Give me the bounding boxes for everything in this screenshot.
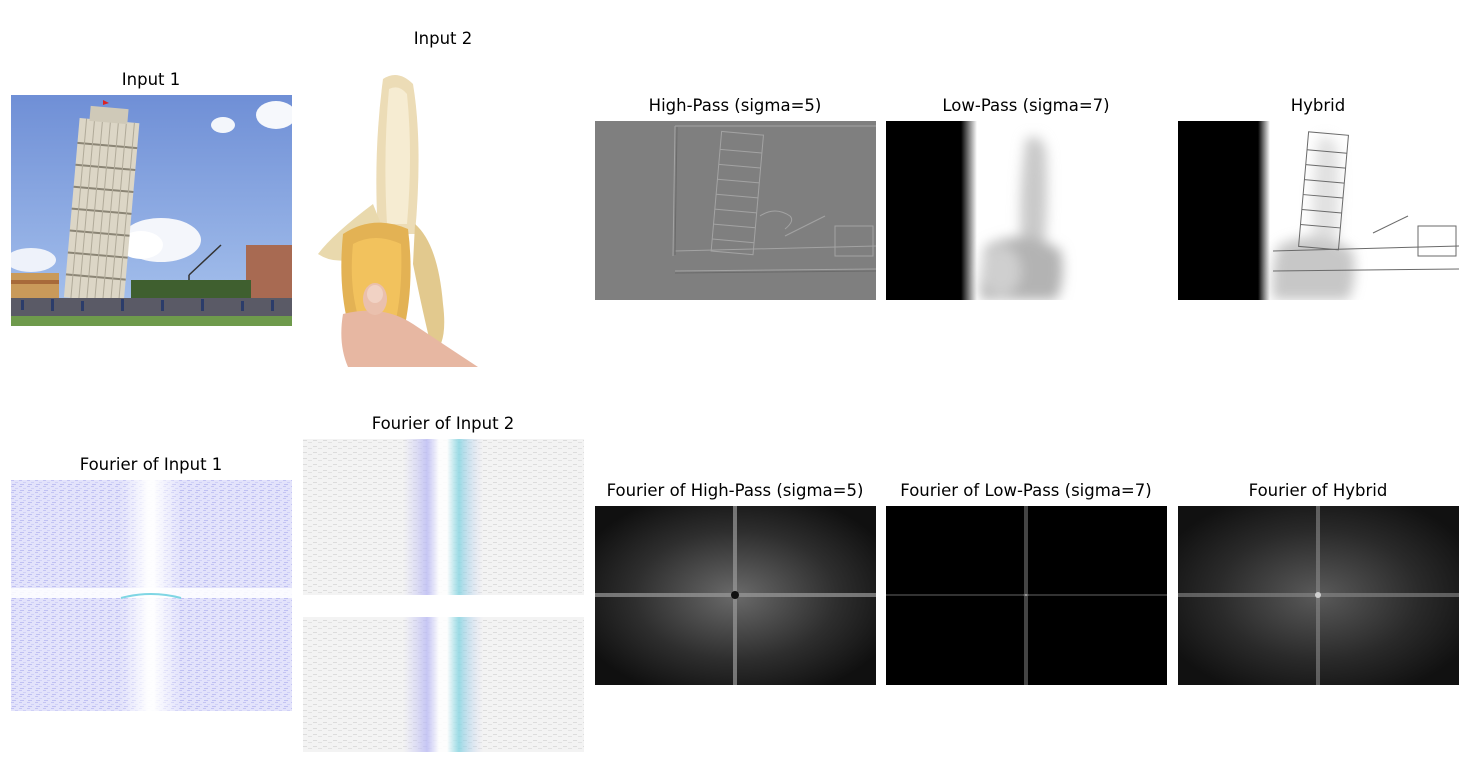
fourier-highpass-image (595, 506, 876, 685)
lowpass-title: Low-Pass (sigma=7) (942, 96, 1110, 115)
hybrid-image (1178, 121, 1459, 300)
fourier-input1-title: Fourier of Input 1 (79, 455, 223, 474)
input2-title: Input 2 (413, 29, 473, 48)
fourier-input1-image (11, 480, 292, 711)
fourier-input2-image (303, 439, 584, 752)
highpass-image (595, 121, 876, 300)
hybrid-title: Hybrid (1290, 96, 1346, 115)
fourier-lowpass-image (886, 506, 1167, 685)
input2-image (303, 54, 584, 367)
input1-image (11, 95, 292, 326)
fourier-input2-title: Fourier of Input 2 (371, 414, 515, 433)
fourier-lowpass-title: Fourier of Low-Pass (sigma=7) (900, 481, 1152, 500)
fourier-highpass-title: Fourier of High-Pass (sigma=5) (606, 481, 864, 500)
fourier-hybrid-image (1178, 506, 1459, 685)
input1-title: Input 1 (121, 70, 181, 89)
highpass-title: High-Pass (sigma=5) (648, 96, 822, 115)
fourier-hybrid-title: Fourier of Hybrid (1248, 481, 1388, 500)
lowpass-image (886, 121, 1167, 300)
